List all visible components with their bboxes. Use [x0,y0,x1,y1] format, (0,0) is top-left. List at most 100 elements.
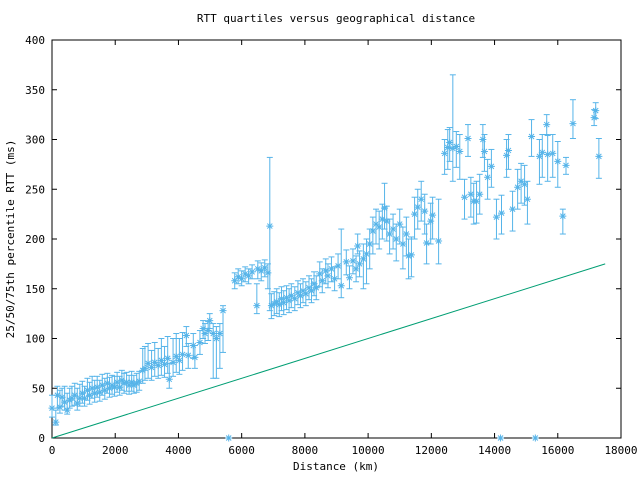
asterisk-marker [266,222,274,230]
data-point [543,114,551,136]
data-point [212,326,220,379]
asterisk-marker [164,354,172,362]
data-point [441,139,449,175]
data-point [254,260,262,280]
data-point [52,409,60,426]
asterisk-marker [352,265,360,273]
data-point [484,158,492,200]
asterisk-marker [327,265,335,273]
data-point [96,379,104,402]
data-point [165,362,173,389]
x-tick-label: 18000 [604,444,637,457]
data-point [324,263,332,289]
asterisk-marker [103,379,111,387]
asterisk-marker [106,384,114,392]
asterisk-marker [334,262,342,270]
x-tick-label: 0 [49,444,56,457]
asterisk-marker [113,378,121,386]
data-point [449,74,457,182]
asterisk-marker [429,211,437,219]
data-point [559,208,567,235]
asterisk-marker [356,260,364,268]
data-point [417,180,425,222]
x-tick-label: 16000 [541,444,574,457]
data-point [349,248,357,275]
chart-title: RTT quartiles versus geographical distan… [197,12,475,25]
data-point [201,323,209,344]
data-point [135,370,143,391]
asterisk-marker [63,406,71,414]
data-point [58,387,66,407]
asterisk-marker [212,335,220,342]
asterisk-marker [407,251,415,259]
asterisk-marker [381,204,389,212]
asterisk-marker [216,330,224,338]
data-point [191,344,199,369]
asterisk-marker [165,375,173,383]
asterisk-marker [56,403,64,411]
asterisk-marker [264,269,272,277]
asterisk-marker [337,282,345,290]
x-tick-label: 8000 [292,444,319,457]
asterisk-marker [148,363,156,371]
data-point [405,238,413,280]
asterisk-marker [116,383,124,391]
asterisk-marker [375,223,383,231]
x-tick-label: 6000 [228,444,255,457]
data-point [497,434,505,442]
asterisk-marker [544,150,552,158]
asterisk-marker [316,270,324,278]
data-point [209,323,217,379]
reference-line [51,263,606,439]
asterisk-marker [58,393,66,401]
data-point [184,342,192,369]
y-tick-label: 150 [25,283,45,296]
asterisk-marker [120,379,128,387]
asterisk-marker [342,258,350,266]
asterisk-marker [366,240,374,248]
asterisk-marker [182,332,190,340]
y-tick-label: 400 [25,34,45,47]
asterisk-marker [299,287,307,295]
asterisk-marker [48,404,56,412]
data-point [48,394,56,418]
data-point [414,188,422,230]
asterisk-marker [130,381,138,389]
asterisk-marker [287,292,295,300]
data-point [308,278,316,304]
data-point [283,285,291,311]
asterisk-marker [201,330,209,338]
data-point [366,228,374,270]
asterisk-marker [294,289,302,297]
asterisk-marker [241,270,249,278]
data-point [299,278,307,304]
data-point [444,129,452,170]
asterisk-marker [199,325,207,333]
asterisk-marker [392,235,400,243]
asterisk-marker [369,227,377,235]
asterisk-marker [111,383,119,391]
axes: 0 2000 4000 6000 8000 10000 12000 14000 16000 180… [25,34,637,457]
asterisk-marker [417,195,425,203]
reference-line-series [51,263,606,439]
data-point [73,387,81,411]
asterisk-marker [206,317,214,325]
data-point [446,127,454,162]
data-point [383,205,391,242]
asterisk-marker [144,359,152,367]
asterisk-marker [449,144,457,152]
data-point [569,99,577,140]
asterisk-marker [461,193,469,201]
asterisk-marker [549,149,557,157]
data-point [172,333,180,373]
data-point [196,330,204,355]
data-point [461,178,469,220]
asterisk-marker [248,268,256,276]
asterisk-marker [305,284,313,292]
data-point [144,342,152,379]
data-point [521,164,529,206]
asterisk-marker [172,352,180,360]
y-tick-label: 100 [25,333,45,346]
asterisk-marker [324,272,332,280]
